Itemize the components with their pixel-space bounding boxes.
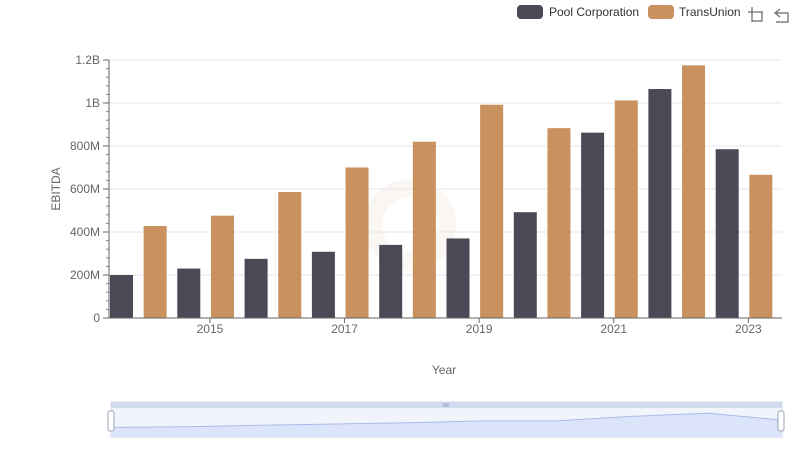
y-tick-label: 400M <box>70 225 100 239</box>
bar-transunion-2018[interactable] <box>412 141 436 318</box>
bar-transunion-2019[interactable] <box>480 104 504 318</box>
bar-pool-corporation-2022[interactable] <box>648 89 672 319</box>
x-axis: 2015 2017 2019 2021 2023 <box>109 317 782 336</box>
y-tick-label: 0 <box>93 311 100 325</box>
bar-transunion-2014[interactable] <box>143 225 167 318</box>
legend-item-transunion[interactable]: TransUnion <box>648 5 741 19</box>
legend-item-pool-corporation[interactable]: Pool Corporation <box>517 5 639 19</box>
bar-pool-corporation-2021[interactable] <box>581 132 605 318</box>
legend: Pool Corporation TransUnion <box>517 5 741 19</box>
x-tick-label: 2015 <box>197 322 224 336</box>
y-tick-label: 600M <box>70 182 100 196</box>
y-tick-label: 1B <box>85 96 100 110</box>
data-zoom-right-handle[interactable] <box>777 410 785 432</box>
legend-swatch <box>517 5 543 19</box>
bar-pool-corporation-2019[interactable] <box>446 238 470 318</box>
bar-pool-corporation-2017[interactable] <box>311 251 335 318</box>
bar-transunion-2021[interactable] <box>614 100 638 318</box>
watermark-logo <box>364 179 456 271</box>
x-tick-label: 2017 <box>331 322 358 336</box>
bars <box>110 65 773 319</box>
y-axis: 0 200M 400M 600M 800M 1B 1.2B <box>70 53 110 325</box>
bar-transunion-2016[interactable] <box>278 192 302 318</box>
reset-zoom-icon[interactable] <box>774 8 789 23</box>
bar-pool-corporation-2014[interactable] <box>110 275 133 318</box>
bar-transunion-2015[interactable] <box>210 215 234 318</box>
bar-pool-corporation-2018[interactable] <box>379 244 403 318</box>
x-tick-label: 2019 <box>466 322 493 336</box>
data-zoom-grip-icon <box>443 403 449 407</box>
bar-transunion-2022[interactable] <box>682 65 706 318</box>
legend-label: Pool Corporation <box>549 5 639 19</box>
bar-pool-corporation-2023[interactable] <box>715 149 739 318</box>
y-tick-label: 200M <box>70 268 100 282</box>
bar-transunion-2020[interactable] <box>547 128 571 318</box>
crop-zoom-icon[interactable] <box>748 7 763 22</box>
bar-pool-corporation-2020[interactable] <box>513 212 537 318</box>
bar-transunion-2017[interactable] <box>345 167 369 319</box>
data-zoom-preview-area <box>111 413 782 437</box>
bar-transunion-2023[interactable] <box>749 174 773 318</box>
x-tick-label: 2023 <box>735 322 762 336</box>
data-zoom-preview-line <box>110 412 783 428</box>
y-tick-label: 1.2B <box>75 53 100 67</box>
legend-label: TransUnion <box>679 5 741 19</box>
data-zoom-left-handle[interactable] <box>107 410 115 432</box>
bar-pool-corporation-2015[interactable] <box>177 268 201 318</box>
x-tick-label: 2021 <box>600 322 627 336</box>
data-zoom-slider[interactable] <box>107 401 785 438</box>
bar-pool-corporation-2016[interactable] <box>244 258 268 318</box>
x-axis-title: Year <box>432 363 456 377</box>
legend-swatch <box>648 5 674 19</box>
y-axis-title: EBITDA <box>49 167 63 210</box>
y-tick-label: 800M <box>70 139 100 153</box>
